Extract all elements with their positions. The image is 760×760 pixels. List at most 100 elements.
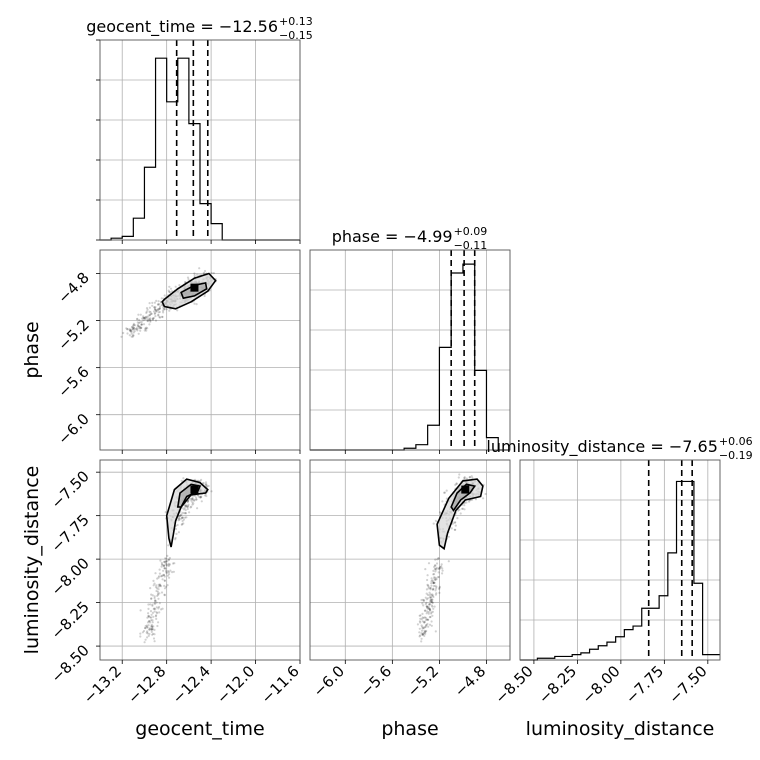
scatter-panel-luminosity_distance_vs_phase-border: [309, 459, 511, 661]
scatter-point: [189, 506, 192, 509]
scatter-point: [149, 311, 152, 314]
scatter-point: [158, 611, 161, 614]
scatter-point: [148, 306, 151, 309]
scatter-point: [148, 317, 151, 320]
scatter-point: [149, 610, 153, 613]
scatter-point: [126, 328, 129, 331]
scatter-point: [431, 605, 434, 608]
scatter-point: [159, 316, 162, 319]
scatter-point: [468, 500, 471, 503]
scatter-point: [427, 618, 430, 621]
scatter-point: [136, 318, 139, 321]
scatter-point: [162, 311, 165, 314]
scatter-point: [167, 564, 170, 568]
scatter-point: [169, 287, 173, 290]
scatter-point: [151, 603, 154, 606]
scatter-point: [140, 323, 144, 326]
scatter-point: [154, 305, 157, 309]
scatter-point: [151, 318, 154, 321]
scatter-point: [150, 312, 153, 315]
scatter-point: [432, 569, 435, 573]
scatter-point: [157, 303, 160, 306]
scatter-point: [430, 584, 433, 587]
scatter-point: [146, 626, 149, 629]
scatter-point: [423, 620, 426, 623]
scatter-point: [434, 570, 437, 573]
scatter-point: [165, 563, 168, 566]
scatter-point: [425, 598, 428, 601]
scatter-point: [427, 562, 431, 565]
scatter-point: [438, 587, 441, 591]
scatter-point: [155, 584, 158, 587]
scatter-point: [439, 566, 442, 569]
scatter-point: [438, 586, 441, 590]
scatter-point: [134, 328, 137, 331]
scatter-point: [181, 516, 184, 519]
scatter-point: [138, 325, 142, 328]
y-tick-label-phase-1: −5.6: [54, 363, 92, 401]
scatter-point: [137, 324, 140, 328]
scatter-point: [434, 564, 437, 567]
scatter-point: [435, 585, 438, 589]
title-luminosity_distance: luminosity_distance = −7.65 +0.06−0.19: [486, 435, 752, 462]
scatter-point: [136, 323, 139, 326]
scatter-point: [463, 504, 466, 507]
scatter-point: [429, 588, 432, 591]
scatter-point: [454, 524, 457, 527]
scatter-point: [146, 320, 150, 323]
scatter-point: [432, 607, 435, 610]
scatter-point: [132, 334, 135, 337]
scatter-point: [160, 297, 163, 300]
scatter-point: [163, 567, 166, 570]
scatter-point: [425, 624, 428, 627]
scatter-point: [426, 593, 429, 597]
scatter-point: [432, 588, 435, 591]
scatter-point: [161, 574, 164, 577]
scatter-point: [153, 596, 156, 600]
scatter-point: [164, 560, 167, 563]
scatter-point: [181, 522, 184, 526]
scatter-point: [419, 634, 422, 637]
scatter-point: [420, 598, 423, 602]
scatter-point: [185, 504, 188, 507]
scatter-point: [151, 304, 154, 307]
scatter-point: [178, 514, 181, 518]
scatter-point: [425, 624, 428, 627]
scatter-point: [132, 324, 135, 327]
scatter-point: [142, 315, 145, 318]
scatter-point: [174, 538, 177, 541]
scatter-point: [155, 310, 158, 313]
scatter-point: [160, 303, 163, 307]
scatter-point: [454, 483, 457, 486]
scatter-panel-luminosity_distance_vs_geocent_time-border: [99, 459, 301, 661]
scatter-point: [159, 584, 162, 587]
scatter-point: [456, 517, 459, 520]
scatter-point: [420, 629, 424, 632]
scatter-point: [130, 330, 133, 333]
scatter-point: [148, 627, 152, 630]
hist-panel-phase: phase = −4.99 +0.09−0.11: [309, 225, 511, 454]
scatter-point: [424, 626, 427, 629]
scatter-point: [164, 560, 168, 563]
scatter-point: [143, 316, 146, 319]
scatter-point: [207, 484, 210, 488]
scatter-point: [154, 602, 157, 605]
scatter-point: [427, 587, 430, 590]
scatter-point: [147, 615, 150, 618]
scatter-point: [156, 612, 159, 615]
scatter-point: [167, 289, 170, 292]
scatter-point: [434, 589, 437, 592]
scatter-point: [424, 625, 427, 628]
scatter-point: [157, 575, 161, 578]
scatter-point: [426, 578, 429, 582]
scatter-point: [425, 612, 428, 615]
scatter-point: [431, 588, 434, 591]
scatter-point: [429, 586, 432, 590]
scatter-point: [428, 591, 431, 594]
scatter-point: [435, 566, 438, 570]
scatter-point: [195, 498, 198, 501]
scatter-point: [434, 558, 437, 561]
scatter-point: [425, 629, 428, 633]
scatter-point: [150, 312, 153, 315]
y-tick-label-luminosity_distance-1: −8.25: [48, 598, 93, 643]
